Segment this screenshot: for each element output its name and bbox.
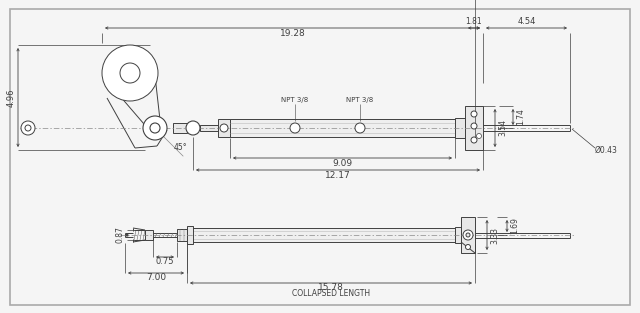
Text: 7.00: 7.00 <box>146 274 166 283</box>
Circle shape <box>25 125 31 131</box>
Text: 19.28: 19.28 <box>280 28 305 38</box>
Bar <box>200 125 218 131</box>
Bar <box>455 118 465 138</box>
Bar <box>173 123 187 133</box>
Text: 45°: 45° <box>173 143 187 152</box>
Bar <box>465 106 483 150</box>
Text: 4.96: 4.96 <box>6 89 15 107</box>
Bar <box>230 119 455 137</box>
Circle shape <box>471 137 477 143</box>
Text: 3.33: 3.33 <box>490 227 499 244</box>
Circle shape <box>290 123 300 133</box>
Bar <box>218 119 230 137</box>
Circle shape <box>220 124 228 132</box>
Text: 3.54: 3.54 <box>499 120 508 136</box>
Circle shape <box>21 121 35 135</box>
Bar <box>145 230 153 240</box>
Text: 1.74: 1.74 <box>516 109 525 126</box>
Circle shape <box>465 244 470 249</box>
Bar <box>455 227 461 243</box>
Text: 0.87: 0.87 <box>115 227 125 244</box>
Text: 9.09: 9.09 <box>332 158 353 167</box>
Circle shape <box>143 116 167 140</box>
Circle shape <box>186 121 200 135</box>
Circle shape <box>150 123 160 133</box>
Circle shape <box>355 123 365 133</box>
Text: 4.54: 4.54 <box>517 18 536 27</box>
Text: Ø0.43: Ø0.43 <box>595 146 618 155</box>
Bar <box>187 226 193 244</box>
Bar <box>187 228 455 242</box>
Text: 1.81: 1.81 <box>466 18 483 27</box>
Circle shape <box>102 45 158 101</box>
Circle shape <box>471 111 477 117</box>
Bar <box>461 217 475 253</box>
Circle shape <box>471 123 477 129</box>
Text: NPT 3/8: NPT 3/8 <box>346 97 374 103</box>
Circle shape <box>463 230 473 240</box>
Text: COLLAPSED LENGTH: COLLAPSED LENGTH <box>292 289 370 297</box>
Circle shape <box>466 233 470 237</box>
Text: 0.75: 0.75 <box>156 258 174 266</box>
Text: 1.69: 1.69 <box>511 218 520 234</box>
Circle shape <box>477 134 481 138</box>
Circle shape <box>120 63 140 83</box>
Text: 15.78: 15.78 <box>318 283 344 291</box>
Text: 12.17: 12.17 <box>325 171 351 179</box>
Text: NPT 3/8: NPT 3/8 <box>282 97 308 103</box>
Bar <box>177 229 187 241</box>
